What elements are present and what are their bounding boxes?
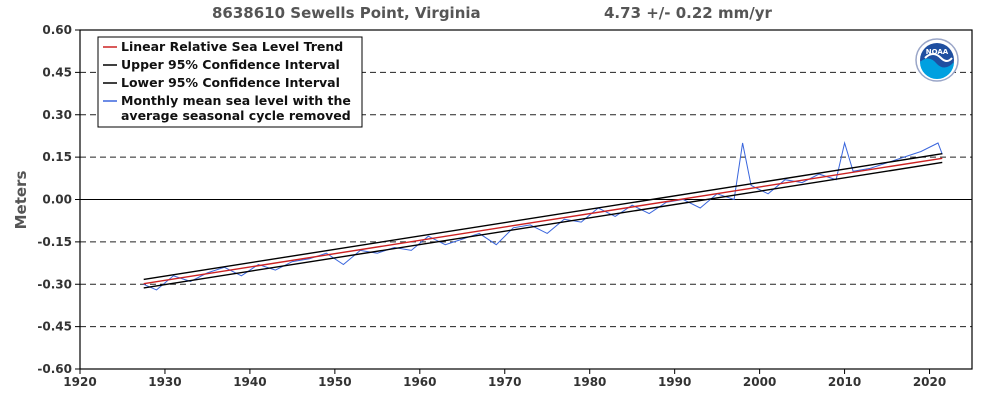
series-upper-ci — [143, 153, 943, 281]
legend-entry: average seasonal cycle removed — [121, 108, 351, 123]
y-tick-label: -0.60 — [37, 362, 72, 376]
x-tick-label: 2010 — [828, 375, 861, 389]
legend-entry: Monthly mean sea level with the — [121, 93, 351, 108]
x-tick-label: 1940 — [233, 375, 266, 389]
x-tick-label: 1960 — [403, 375, 436, 389]
x-tick-label: 1980 — [573, 375, 606, 389]
x-tick-label: 1920 — [63, 375, 96, 389]
series-trend-line — [143, 157, 943, 285]
y-axis-label: Meters — [12, 171, 30, 230]
x-tick-label: 1930 — [148, 375, 181, 389]
legend-entry: Linear Relative Sea Level Trend — [121, 39, 343, 54]
legend-entry: Upper 95% Confidence Interval — [121, 57, 340, 72]
x-tick-label: 2020 — [913, 375, 946, 389]
chart-title-station: 8638610 Sewells Point, Virginia — [212, 4, 481, 22]
y-tick-label: 0.00 — [42, 193, 72, 207]
y-tick-label: -0.45 — [37, 320, 72, 334]
legend: Linear Relative Sea Level Trend Upper 95%… — [97, 36, 363, 128]
x-tick-label: 1950 — [318, 375, 351, 389]
series-monthly-mean — [143, 141, 943, 291]
y-tick-label: 0.45 — [42, 65, 72, 79]
y-tick-label: 0.30 — [42, 108, 72, 122]
legend-box — [97, 36, 363, 128]
y-tick-label: 0.60 — [42, 23, 72, 37]
y-tick-label: -0.15 — [37, 235, 72, 249]
x-tick-label: 2000 — [743, 375, 776, 389]
x-tick-label: 1970 — [488, 375, 521, 389]
noaa-logo-text: NOAA — [926, 48, 949, 56]
y-tick-label: 0.15 — [42, 150, 72, 164]
series-lower-ci — [143, 161, 943, 289]
noaa-logo-icon: NOAA — [915, 38, 959, 82]
legend-entry: Lower 95% Confidence Interval — [121, 75, 340, 90]
chart-title-trend: 4.73 +/- 0.22 mm/yr — [604, 4, 772, 22]
x-tick-label: 1990 — [658, 375, 691, 389]
y-tick-label: -0.30 — [37, 277, 72, 291]
